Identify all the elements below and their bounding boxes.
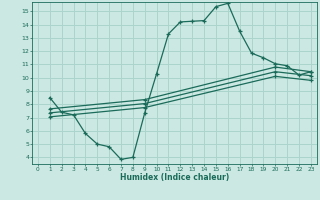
X-axis label: Humidex (Indice chaleur): Humidex (Indice chaleur) <box>120 173 229 182</box>
